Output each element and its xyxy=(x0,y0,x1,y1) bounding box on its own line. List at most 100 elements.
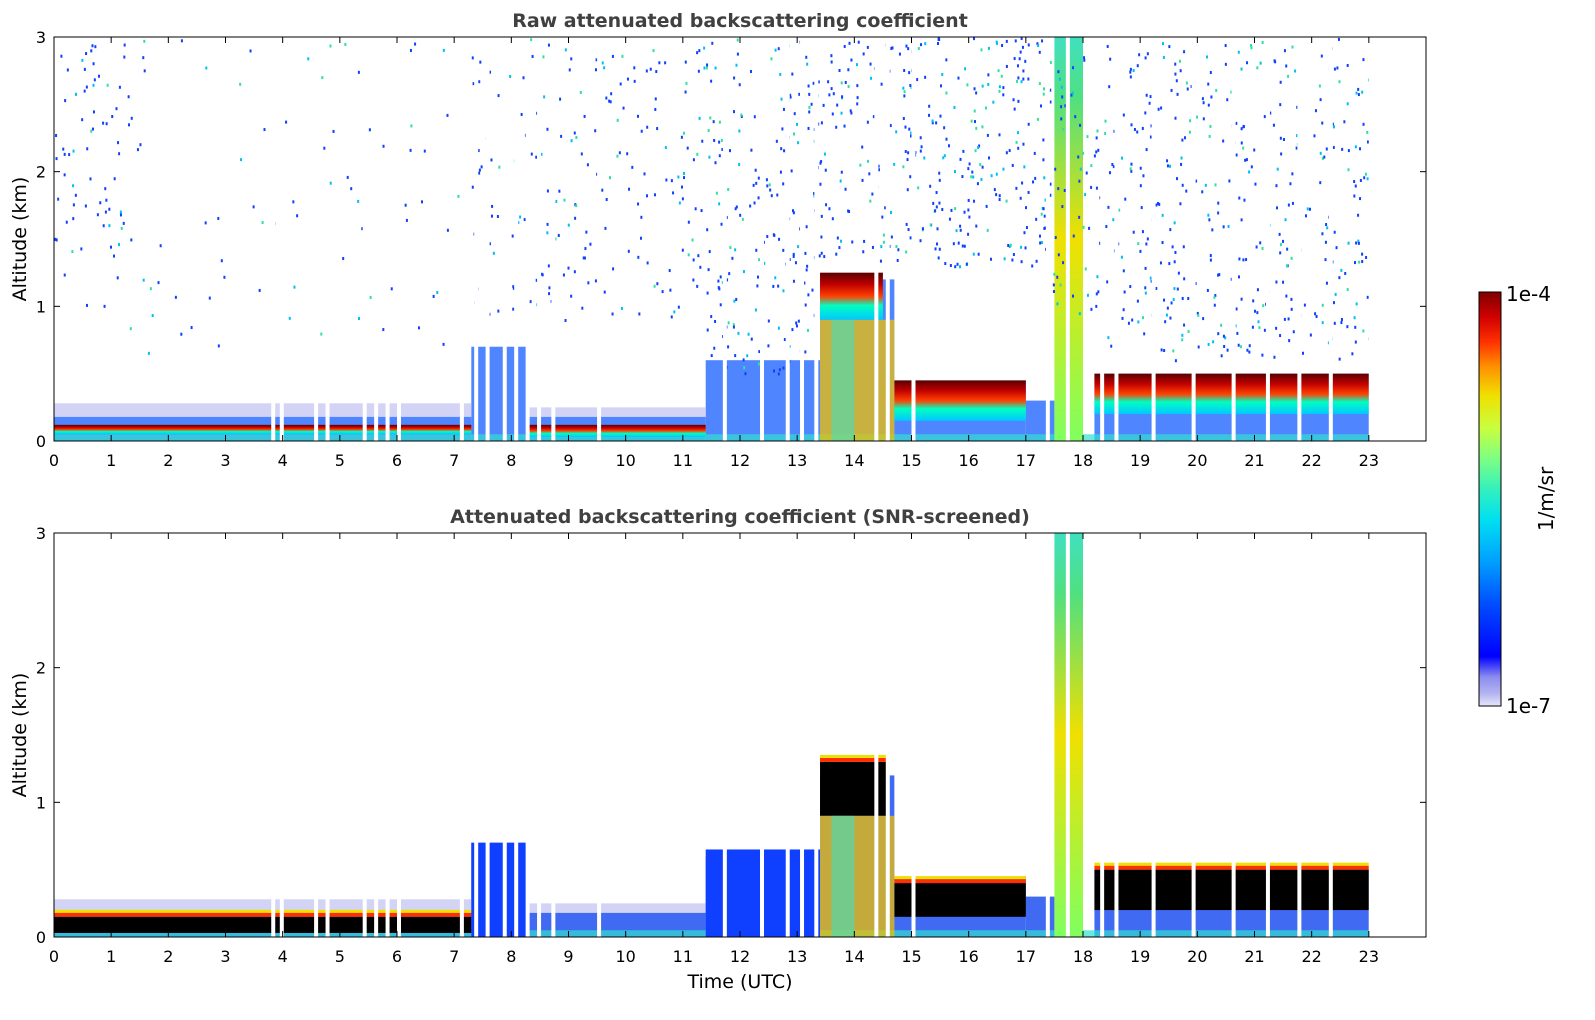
noise-speck xyxy=(1139,166,1142,170)
noise-speck xyxy=(217,344,220,348)
noise-speck xyxy=(684,60,687,64)
x-tick-label: 7 xyxy=(449,947,459,966)
noise-speck xyxy=(841,95,844,99)
halo-band xyxy=(54,403,472,417)
noise-speck xyxy=(1043,214,1046,218)
noise-speck xyxy=(909,175,912,179)
noise-speck xyxy=(261,221,264,225)
noise-speck xyxy=(717,279,720,283)
data-gap xyxy=(502,533,507,937)
noise-speck xyxy=(1223,344,1226,348)
noise-speck xyxy=(1366,295,1369,299)
noise-speck xyxy=(1041,39,1044,43)
noise-speck xyxy=(777,47,780,51)
noise-speck xyxy=(123,43,126,47)
noise-speck xyxy=(830,87,833,91)
noise-speck xyxy=(959,224,962,228)
noise-speck xyxy=(1217,201,1220,205)
noise-speck xyxy=(950,208,953,212)
noise-speck xyxy=(292,200,295,204)
noise-speck xyxy=(710,79,713,83)
noise-speck xyxy=(1121,156,1124,160)
noise-speck xyxy=(681,248,684,252)
noise-speck xyxy=(1314,109,1317,113)
noise-speck xyxy=(1240,67,1243,71)
noise-speck xyxy=(1213,303,1216,307)
noise-speck xyxy=(658,61,661,65)
noise-speck xyxy=(1038,234,1041,238)
noise-speck xyxy=(1344,271,1347,275)
noise-speck xyxy=(1280,152,1283,156)
noise-speck xyxy=(847,209,850,213)
noise-speck xyxy=(1336,66,1339,70)
noise-speck xyxy=(1366,130,1369,134)
noise-speck xyxy=(733,76,736,80)
noise-speck xyxy=(180,39,183,43)
noise-speck xyxy=(1325,223,1328,227)
noise-speck xyxy=(1023,165,1026,169)
ground-band xyxy=(54,434,1369,441)
noise-speck xyxy=(585,230,588,234)
noise-speck xyxy=(1042,92,1045,96)
noise-speck xyxy=(707,268,710,272)
noise-speck xyxy=(1318,84,1321,88)
noise-speck xyxy=(65,220,68,224)
noise-speck xyxy=(940,84,943,88)
noise-speck xyxy=(839,179,842,183)
data-gap xyxy=(525,533,530,937)
noise-speck xyxy=(1332,301,1335,305)
x-tick-label: 18 xyxy=(1073,451,1093,470)
noise-speck xyxy=(1178,59,1181,63)
noise-speck xyxy=(68,153,71,157)
noise-speck xyxy=(929,184,932,188)
noise-speck xyxy=(442,342,445,346)
noise-speck xyxy=(1287,317,1290,321)
noise-speck xyxy=(916,78,919,82)
noise-speck xyxy=(1326,226,1329,230)
noise-speck xyxy=(824,168,827,172)
noise-speck xyxy=(979,163,982,167)
data-layer xyxy=(894,380,1026,421)
noise-speck xyxy=(63,273,66,277)
noise-speck xyxy=(1175,79,1178,83)
noise-speck xyxy=(478,80,481,84)
noise-speck xyxy=(972,175,975,179)
noise-speck xyxy=(1122,269,1125,273)
noise-speck xyxy=(890,235,893,239)
noise-speck xyxy=(775,139,778,143)
noise-speck xyxy=(869,199,872,203)
noise-speck xyxy=(718,202,721,206)
noise-speck xyxy=(605,96,608,100)
data-gap xyxy=(814,533,819,937)
noise-speck xyxy=(612,267,615,271)
noise-speck xyxy=(1014,39,1017,43)
noise-speck xyxy=(980,177,983,181)
x-tick-label: 21 xyxy=(1244,451,1264,470)
noise-speck xyxy=(938,178,941,182)
noise-speck xyxy=(1346,102,1349,106)
noise-speck xyxy=(1123,290,1126,294)
noise-speck xyxy=(877,164,880,168)
noise-speck xyxy=(1170,301,1173,305)
noise-speck xyxy=(807,84,810,88)
noise-speck xyxy=(757,176,760,180)
noise-speck xyxy=(1275,326,1278,330)
noise-speck xyxy=(880,245,883,249)
noise-speck xyxy=(793,132,796,136)
noise-speck xyxy=(686,146,689,150)
noise-speck xyxy=(973,109,976,113)
noise-speck xyxy=(1001,43,1004,47)
noise-speck xyxy=(91,44,94,48)
noise-speck xyxy=(1142,174,1145,178)
noise-speck xyxy=(740,114,743,118)
noise-speck xyxy=(582,256,585,260)
noise-speck xyxy=(948,144,951,148)
noise-speck xyxy=(984,106,987,110)
noise-speck xyxy=(157,281,160,285)
noise-speck xyxy=(840,81,843,85)
noise-speck xyxy=(973,87,976,91)
noise-speck xyxy=(902,86,905,90)
noise-speck xyxy=(633,79,636,83)
noise-speck xyxy=(721,147,724,151)
noise-speck xyxy=(822,103,825,107)
